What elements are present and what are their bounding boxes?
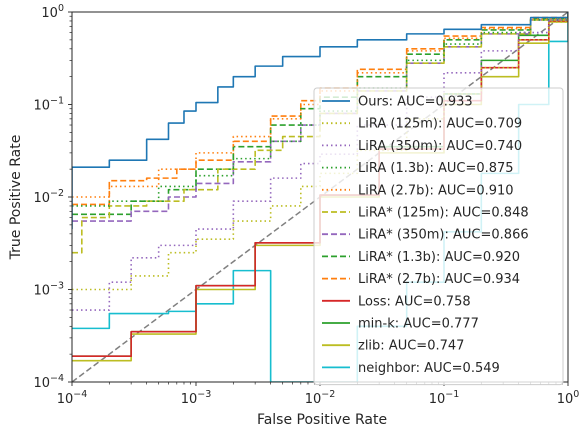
x-tick-label: 100 — [557, 389, 580, 407]
legend-label-2: LiRA (350m): AUC=0.740 — [358, 139, 522, 154]
y-tick-label: 10−4 — [33, 373, 64, 391]
series-line-5 — [72, 12, 568, 254]
y-tick-label: 10−3 — [33, 281, 64, 299]
legend-label-11: zlib: AUC=0.747 — [358, 339, 464, 354]
x-tick-label: 10−4 — [57, 389, 88, 407]
legend-label-3: LiRA (1.3b): AUC=0.875 — [358, 161, 514, 176]
legend-label-4: LiRA (2.7b): AUC=0.910 — [358, 183, 514, 198]
series-line-0 — [72, 12, 568, 230]
legend-label-5: LiRA* (125m): AUC=0.848 — [358, 206, 529, 221]
series-line-4 — [72, 12, 568, 198]
legend-label-10: min-k: AUC=0.777 — [358, 317, 479, 332]
x-tick-label: 10−3 — [181, 389, 212, 407]
y-tick-label: 10−2 — [33, 188, 64, 206]
legend-label-1: LiRA (125m): AUC=0.709 — [358, 117, 522, 132]
y-axis-label: True Positive Rate — [8, 135, 24, 261]
y-tick-label: 100 — [41, 3, 64, 21]
legend-label-12: neighbor: AUC=0.549 — [358, 361, 500, 376]
x-tick-label: 10−2 — [305, 389, 336, 407]
legend-label-8: LiRA* (2.7b): AUC=0.934 — [358, 272, 520, 287]
legend-label-7: LiRA* (1.3b): AUC=0.920 — [358, 250, 520, 265]
legend-label-9: Loss: AUC=0.758 — [358, 294, 471, 309]
x-tick-label: 10−1 — [429, 389, 460, 407]
legend-box — [313, 87, 564, 386]
legend-label-0: Ours: AUC=0.933 — [358, 95, 473, 110]
x-axis-label: False Positive Rate — [257, 412, 387, 428]
legend-label-6: LiRA* (350m): AUC=0.866 — [358, 228, 529, 243]
y-tick-label: 10−1 — [33, 96, 64, 114]
legend: Ours: AUC=0.933 LiRA (125m): AUC=0.709 LiR… — [313, 87, 564, 386]
